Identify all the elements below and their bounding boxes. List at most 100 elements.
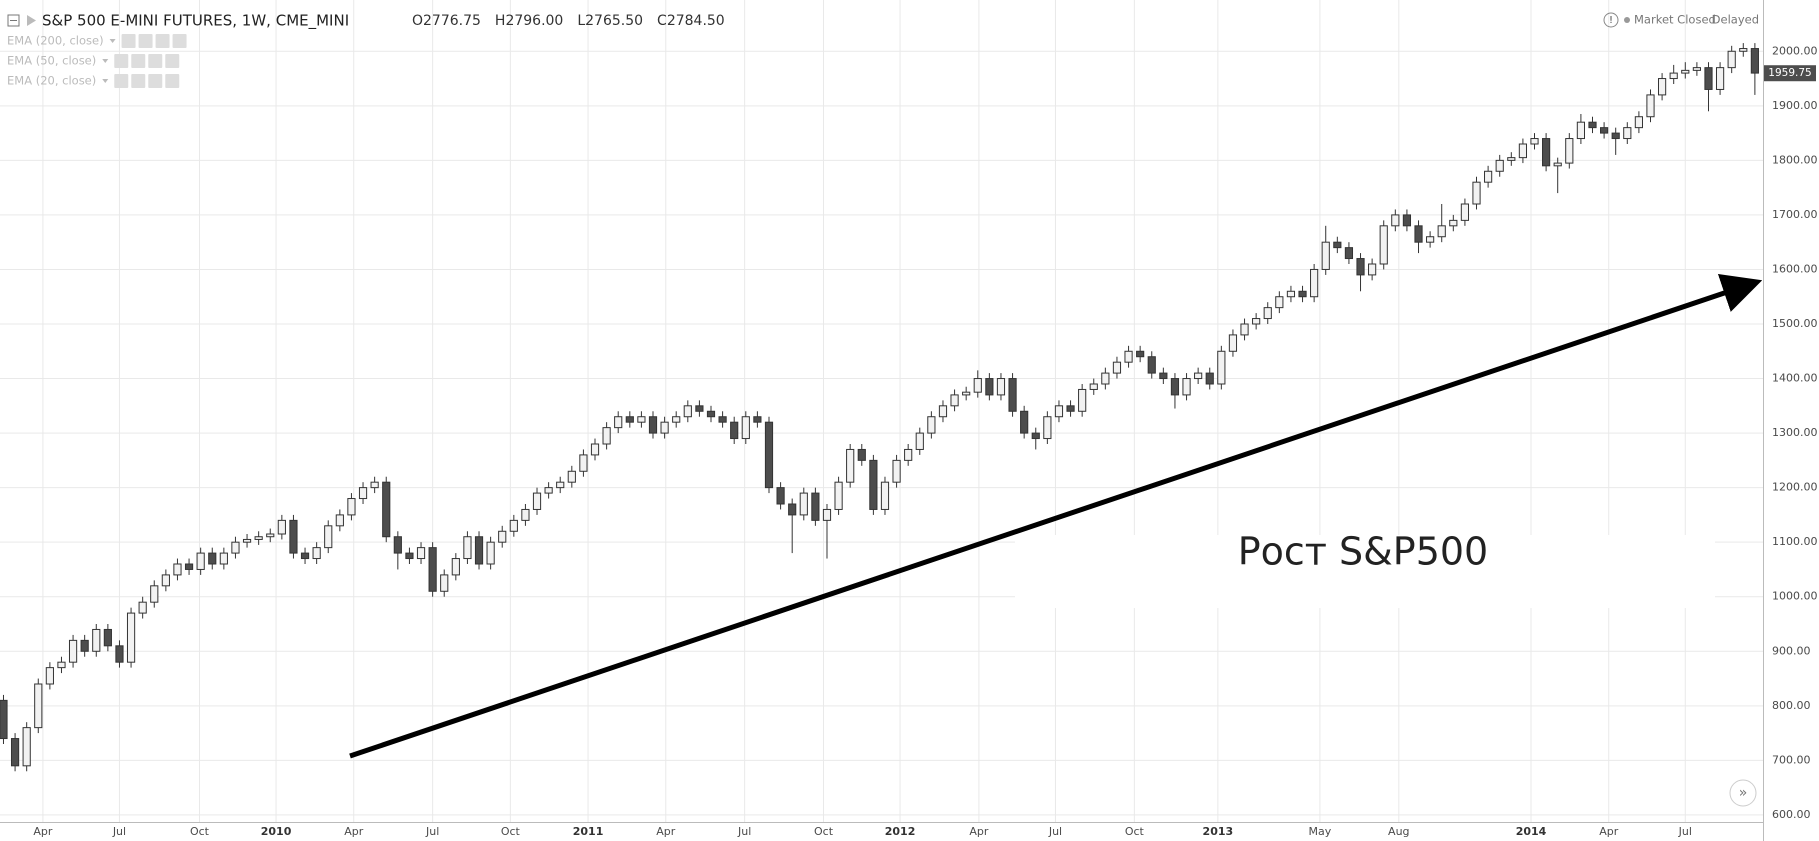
info-icon[interactable] (1603, 12, 1619, 28)
scroll-button[interactable] (1729, 779, 1757, 807)
candle-body (1472, 181, 1481, 205)
candle-body (614, 416, 623, 429)
candle-body (1368, 263, 1377, 276)
x-tick-label: Aug (1388, 825, 1409, 838)
candle-body (324, 525, 333, 549)
x-tick-label: 2011 (573, 825, 604, 838)
indicator-button[interactable] (131, 54, 146, 68)
candle-body (567, 470, 576, 483)
candle-body (10, 738, 20, 767)
candle-body (138, 601, 147, 614)
candle-body (1217, 350, 1226, 385)
candle-body (1333, 241, 1342, 249)
y-tick-label: 1900.00 (1772, 99, 1818, 112)
candle-body (1692, 67, 1701, 71)
candle-body (347, 498, 356, 516)
candle-body (672, 416, 681, 423)
candle-body (1646, 94, 1655, 118)
candle-body (904, 448, 913, 461)
chart-title: S&P 500 E-MINI FUTURES, 1W, CME_MINI (42, 12, 349, 31)
y-tick-label: 1200.00 (1772, 481, 1818, 494)
indicator-button[interactable] (155, 34, 170, 48)
x-tick-label: Apr (33, 825, 53, 838)
indicator-button[interactable] (165, 74, 180, 88)
candle-body (34, 683, 43, 729)
indicator-dropdown[interactable] (102, 59, 109, 63)
candle-body (556, 481, 565, 489)
flag-icon[interactable] (27, 15, 36, 26)
indicator-button[interactable] (114, 74, 129, 88)
candle-body (150, 585, 159, 603)
candle-body (1089, 383, 1098, 390)
candle-body (335, 514, 344, 527)
candle-body (382, 481, 391, 538)
x-tick-label: Jul (425, 825, 439, 838)
candle-body (579, 454, 588, 472)
candle-body (161, 574, 170, 587)
indicator-button[interactable] (138, 34, 153, 48)
indicator-button[interactable] (148, 54, 163, 68)
candle-body (544, 487, 553, 494)
candle-body (706, 410, 716, 418)
candle-body (811, 492, 820, 521)
candle-body (1286, 290, 1296, 298)
candle-body (1437, 225, 1446, 238)
candle-body (1275, 296, 1284, 309)
candle-body (648, 416, 658, 434)
candle-body (231, 541, 240, 554)
candle-body (1252, 318, 1261, 325)
indicator-button[interactable] (121, 34, 136, 48)
candle-body (695, 405, 704, 412)
y-tick-label: 1600.00 (1772, 262, 1818, 275)
indicator-button[interactable] (131, 74, 146, 88)
candle-body (277, 519, 286, 535)
indicator-button[interactable] (172, 34, 187, 48)
indicator-dropdown[interactable] (102, 79, 109, 83)
candle-body (1611, 132, 1620, 140)
candle-body (973, 378, 982, 393)
candle-body (764, 421, 774, 489)
candle-body (915, 432, 924, 450)
x-tick-label: Apr (1599, 825, 1619, 838)
candle-body (463, 536, 472, 560)
ohlc-value: C2784.50 (657, 13, 725, 29)
trend-arrow (349, 274, 1763, 759)
collapse-icon[interactable] (7, 14, 20, 27)
y-tick-label: 1800.00 (1772, 153, 1818, 166)
market-status: Market Closed (1634, 13, 1716, 27)
candle-body (1008, 378, 1017, 412)
indicator-button[interactable] (148, 74, 163, 88)
candle-body (1565, 138, 1574, 164)
candle-body (1600, 127, 1609, 134)
candle-body (1321, 241, 1330, 270)
candle-body (1704, 67, 1713, 90)
candle-body (1623, 127, 1632, 140)
x-tick-label: Apr (344, 825, 364, 838)
x-tick-label: Jul (1678, 825, 1692, 838)
indicator-button[interactable] (114, 54, 129, 68)
candle-body (300, 552, 310, 560)
candle-body (405, 552, 414, 560)
candle-body (80, 639, 89, 652)
candle-body (266, 533, 275, 538)
indicator-button[interactable] (165, 54, 180, 68)
candle-body (869, 459, 878, 510)
candle-body (1634, 116, 1643, 129)
candle-body (126, 612, 136, 663)
x-tick-label: 2012 (885, 825, 916, 838)
candle-body (1310, 268, 1319, 298)
candle-body (242, 538, 252, 543)
indicator-label: EMA (50, close) (7, 54, 96, 68)
indicator-dropdown[interactable] (109, 39, 116, 43)
x-tick-label: May (1309, 825, 1332, 838)
candle-body (1159, 372, 1168, 380)
candle-body (1576, 121, 1585, 140)
candle-body (196, 552, 205, 570)
y-tick-label: 2000.00 (1772, 44, 1818, 57)
candle-body (358, 487, 368, 500)
candle-body (1553, 162, 1562, 167)
last-price-box (1764, 65, 1816, 82)
candle-body (834, 481, 843, 510)
candle-body (1240, 323, 1249, 336)
